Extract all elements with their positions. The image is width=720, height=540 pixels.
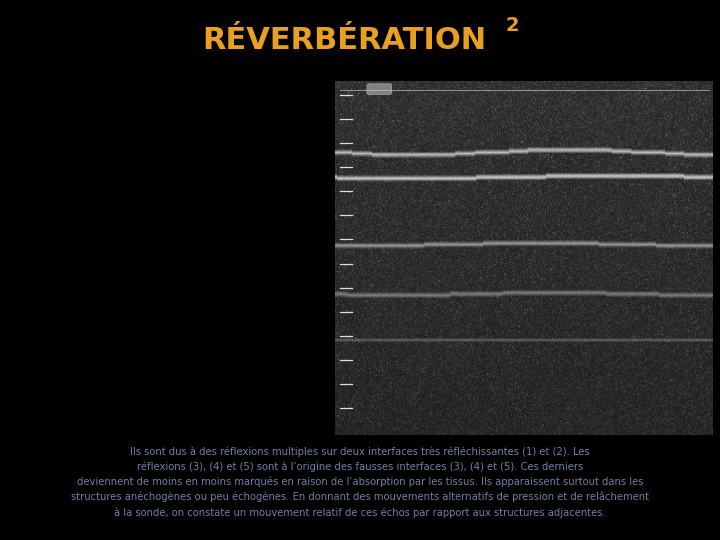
FancyBboxPatch shape	[367, 84, 392, 94]
Text: 2: 2	[506, 16, 520, 35]
Text: (3): (3)	[285, 283, 302, 296]
Text: (5): (5)	[285, 379, 302, 392]
Text: (2)  (3) (4) (5): (2) (3) (4) (5)	[95, 260, 177, 273]
Text: (1): (1)	[285, 190, 302, 202]
Text: (4): (4)	[285, 333, 302, 346]
Text: RÉVERBÉRATION: RÉVERBÉRATION	[202, 26, 486, 55]
Text: (2): (2)	[285, 232, 302, 245]
Text: Ils sont dus à des réflexions multiples sur deux interfaces très réfléchissantes: Ils sont dus à des réflexions multiples …	[71, 447, 649, 518]
